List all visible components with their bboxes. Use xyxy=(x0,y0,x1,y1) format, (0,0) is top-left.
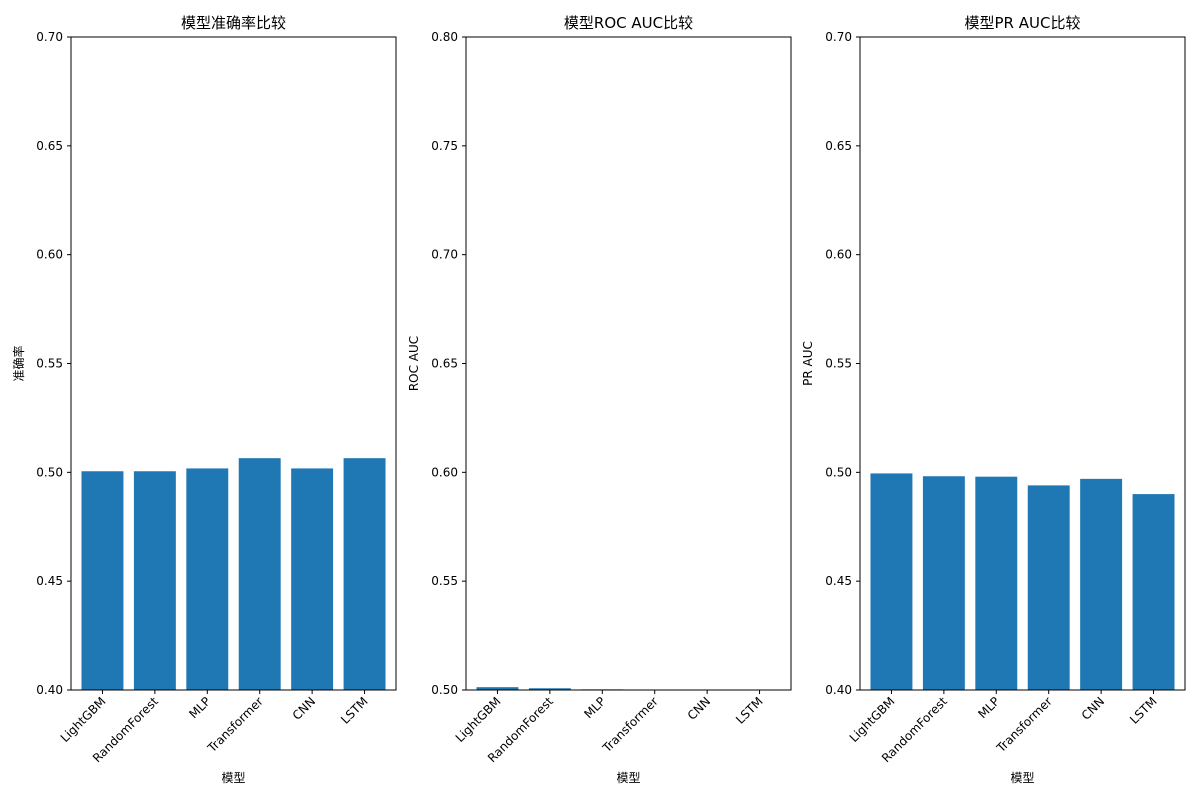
y-tick-label: 0.70 xyxy=(36,30,63,44)
y-tick-label: 0.80 xyxy=(431,30,458,44)
bar-transformer xyxy=(238,458,281,690)
y-tick-label: 0.55 xyxy=(431,574,458,588)
bar-lstm xyxy=(343,458,386,690)
y-tick-label: 0.60 xyxy=(825,248,852,262)
chart-title: 模型ROC AUC比较 xyxy=(564,14,693,32)
x-tick-label: LightGBM xyxy=(453,694,504,745)
x-axis-label: 模型 xyxy=(221,771,245,785)
y-tick-label: 0.55 xyxy=(36,357,63,371)
bar-randomforest xyxy=(922,476,965,690)
y-axis-label: 准确率 xyxy=(11,345,26,381)
x-tick-label: Transformer xyxy=(599,694,661,756)
y-tick-label: 0.75 xyxy=(431,139,458,153)
axes-frame xyxy=(465,36,792,691)
axes-frame xyxy=(70,36,397,691)
y-tick-label: 0.60 xyxy=(431,465,458,479)
y-tick-label: 0.70 xyxy=(431,248,458,262)
x-tick-label: CNN xyxy=(1079,694,1108,723)
x-tick-label: CNN xyxy=(685,694,714,723)
x-tick-label: LSTM xyxy=(338,694,371,727)
chart-title: 模型PR AUC比较 xyxy=(965,14,1081,32)
y-tick-label: 0.50 xyxy=(825,465,852,479)
x-tick-label: CNN xyxy=(290,694,319,723)
y-tick-label: 0.45 xyxy=(36,574,63,588)
bar-cnn xyxy=(1080,478,1123,690)
y-tick-label: 0.55 xyxy=(825,357,852,371)
bar-lightgbm xyxy=(476,687,519,690)
x-tick-label: Transformer xyxy=(993,694,1055,756)
x-tick-label: MLP xyxy=(186,694,213,721)
bar-mlp xyxy=(975,476,1018,690)
y-tick-label: 0.60 xyxy=(36,248,63,262)
y-tick-label: 0.70 xyxy=(825,30,852,44)
y-tick-label: 0.65 xyxy=(825,139,852,153)
x-tick-label: LightGBM xyxy=(847,694,898,745)
bar-lightgbm xyxy=(81,471,124,690)
axes-frame xyxy=(859,36,1186,691)
y-tick-label: 0.40 xyxy=(825,683,852,697)
bar-randomforest xyxy=(133,471,176,690)
bar-lstm xyxy=(1132,494,1175,690)
y-tick-label: 0.40 xyxy=(36,683,63,697)
x-tick-label: LSTM xyxy=(733,694,766,727)
chart-title: 模型准确率比较 xyxy=(181,14,286,32)
y-tick-label: 0.45 xyxy=(825,574,852,588)
y-tick-label: 0.65 xyxy=(36,139,63,153)
x-tick-label: LightGBM xyxy=(58,694,109,745)
bar-lightgbm xyxy=(870,473,913,690)
x-axis-label: 模型 xyxy=(1010,771,1034,785)
bar-randomforest xyxy=(528,688,571,690)
bar-cnn xyxy=(291,468,334,690)
x-tick-label: Transformer xyxy=(204,694,266,756)
bar-transformer xyxy=(1027,485,1070,690)
y-tick-label: 0.50 xyxy=(36,465,63,479)
x-axis-label: 模型 xyxy=(616,771,640,785)
y-tick-label: 0.50 xyxy=(431,683,458,697)
x-tick-label: MLP xyxy=(581,694,608,721)
y-axis-label: PR AUC xyxy=(801,341,815,386)
bar-mlp xyxy=(186,468,229,690)
x-tick-label: MLP xyxy=(975,694,1002,721)
x-tick-label: LSTM xyxy=(1127,694,1160,727)
y-tick-label: 0.65 xyxy=(431,357,458,371)
y-axis-label: ROC AUC xyxy=(407,336,421,391)
